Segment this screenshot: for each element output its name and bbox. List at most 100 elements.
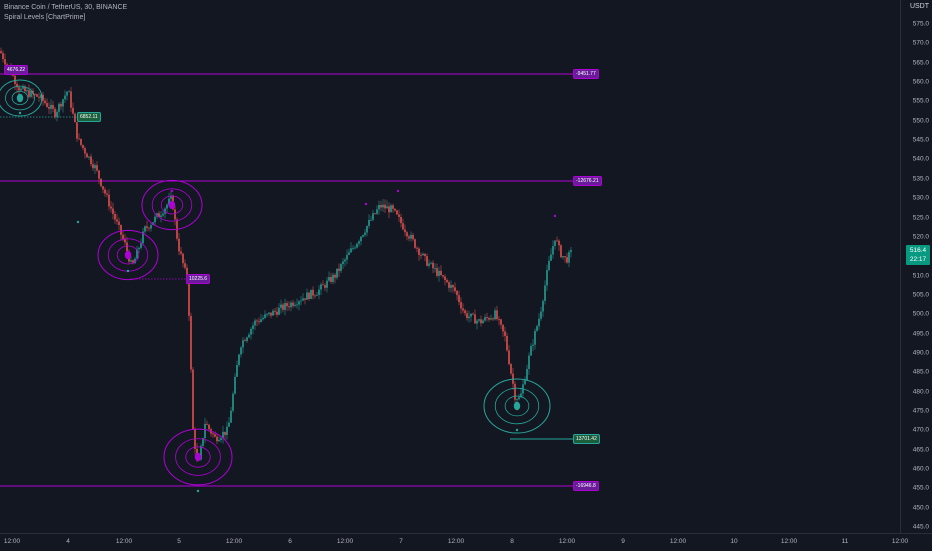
- candle-body: [360, 236, 362, 242]
- chart-area[interactable]: [0, 0, 900, 533]
- candle-body: [362, 234, 364, 237]
- price-tick: 505.0: [912, 291, 929, 299]
- candle-body: [26, 90, 28, 92]
- candle-body: [428, 263, 430, 266]
- candle-body: [110, 206, 112, 209]
- candle-body: [358, 241, 360, 244]
- symbol-title[interactable]: Binance Coin / TetherUS, 30, BINANCE: [4, 4, 128, 11]
- level-badge: -16946.8: [573, 481, 599, 491]
- price-tick: 475.0: [912, 407, 929, 415]
- candle-body: [64, 95, 66, 100]
- spiral-ring: [11, 91, 29, 106]
- candle-body: [398, 214, 400, 217]
- candle-body: [440, 270, 442, 276]
- candle-body: [488, 318, 490, 320]
- candle-body: [148, 227, 150, 229]
- candle-body: [506, 335, 508, 351]
- candle-body: [540, 311, 542, 319]
- candle-body: [498, 319, 500, 320]
- time-axis[interactable]: 12:00 4 12:00 5 12:00 6 12:00 7 12:00 8 12:00 9 12:0…: [0, 533, 932, 551]
- candle-body: [458, 295, 460, 303]
- candle-body: [348, 252, 350, 255]
- candle-body: [388, 206, 390, 213]
- spiral-ring: [116, 245, 140, 265]
- candle-body: [28, 90, 30, 97]
- price-tick: 520.0: [912, 233, 929, 241]
- candle-body: [322, 284, 324, 286]
- time-tick: 12:00: [558, 538, 576, 545]
- candle-body: [566, 257, 568, 263]
- candle-body: [238, 354, 240, 365]
- price-axis[interactable]: USDT 575.0 570.0 565.0 560.0 555.0 550.0 545.0…: [900, 0, 932, 533]
- candle-body: [442, 275, 444, 277]
- candle-body: [24, 86, 26, 92]
- candle-body: [554, 240, 556, 247]
- candle-body: [340, 264, 342, 271]
- candle-body: [430, 262, 432, 264]
- candle-body: [466, 313, 468, 319]
- time-tick: 12:00: [669, 538, 687, 545]
- price-tick: 545.0: [912, 136, 929, 144]
- time-tick: 6: [288, 538, 292, 545]
- candle-body: [356, 243, 358, 248]
- candle-body: [342, 261, 344, 265]
- candle-body: [468, 316, 470, 319]
- indicator-title[interactable]: Spiral Levels [ChartPrime]: [4, 14, 86, 21]
- candle-body: [18, 87, 20, 91]
- candle-body: [528, 355, 530, 369]
- candle-body: [384, 204, 386, 209]
- candle-body: [212, 433, 214, 435]
- candle-body: [394, 208, 396, 211]
- candle-body: [302, 298, 304, 301]
- candle-body: [86, 153, 88, 158]
- spiral-ring: [494, 387, 540, 425]
- candle-body: [280, 304, 282, 308]
- candle-body: [392, 205, 394, 209]
- candle-body: [432, 262, 434, 269]
- candle-body: [272, 310, 274, 316]
- currency-label[interactable]: USDT: [909, 3, 929, 10]
- price-tick: 460.0: [912, 465, 929, 473]
- candle-body: [4, 59, 6, 65]
- candle-body: [30, 90, 32, 97]
- candle-body: [138, 247, 140, 250]
- candle-body: [160, 215, 162, 218]
- last-price-value: 516.4: [909, 247, 927, 254]
- candle-body: [88, 156, 90, 158]
- candle-body: [68, 91, 70, 93]
- spiral-ring: [97, 229, 159, 281]
- candle-body: [232, 393, 234, 411]
- candle-body: [510, 364, 512, 374]
- candle-body: [568, 252, 570, 263]
- price-tick: 555.0: [912, 97, 929, 105]
- price-tick: 480.0: [912, 388, 929, 396]
- spiral-ring: [0, 79, 43, 117]
- time-tick: 10: [730, 538, 738, 545]
- candle-body: [184, 263, 186, 268]
- candle-body: [122, 234, 124, 239]
- candle-body: [12, 74, 14, 76]
- price-tick: 530.0: [912, 194, 929, 202]
- price-tick: 535.0: [912, 175, 929, 183]
- price-tick: 470.0: [912, 426, 929, 434]
- candle-body: [296, 304, 298, 306]
- last-price-badge: 516.4 22:17: [906, 245, 930, 265]
- spiral-ring: [504, 395, 530, 417]
- pivot-dot: [126, 269, 130, 273]
- pivot-dot: [170, 189, 174, 193]
- candle-body: [354, 247, 356, 249]
- candle-body: [492, 318, 494, 320]
- candle-body: [74, 113, 76, 123]
- price-chart[interactable]: [0, 0, 900, 533]
- candle-body: [170, 195, 172, 199]
- spiral-core: [16, 93, 24, 103]
- price-tick: 450.0: [912, 504, 929, 512]
- candle-body: [180, 251, 182, 254]
- candle-body: [94, 165, 96, 169]
- candle-body: [404, 229, 406, 233]
- candle-body: [438, 270, 440, 276]
- candle-body: [274, 310, 276, 312]
- candle-body: [544, 285, 546, 301]
- candle-body: [406, 232, 408, 237]
- candle-body: [374, 213, 376, 215]
